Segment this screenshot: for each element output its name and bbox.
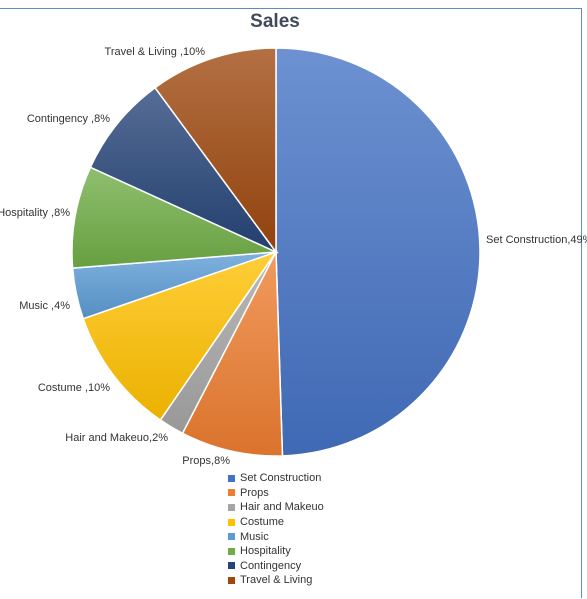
legend-swatch: [228, 562, 235, 570]
legend-label: Hair and Makeuo: [240, 501, 324, 514]
pie-slice-props: [181, 249, 284, 457]
legend-item-contingency: Contingency: [228, 559, 324, 574]
pie-slice-contingency: [89, 86, 279, 254]
legend-label: Travel & Living: [240, 574, 313, 587]
chart-title: Sales: [250, 11, 300, 32]
legend-swatch: [228, 503, 235, 511]
legend-item-props: Props: [228, 486, 324, 501]
pie-slice-hospitality: [71, 166, 279, 269]
legend-item-music: Music: [228, 529, 324, 544]
data-label-hospitality: Hospitality ,8%: [0, 207, 70, 219]
legend-label: Costume: [240, 516, 285, 529]
legend-swatch: [228, 533, 235, 541]
pie-slice-set-construction: [275, 47, 481, 457]
pie-slice-costume: [82, 250, 278, 422]
legend-item-hospitality: Hospitality: [228, 544, 324, 559]
legend-label: Contingency: [240, 559, 302, 572]
legend-label: Music: [240, 530, 269, 543]
data-label-hair-and-makeuo: Hair and Makeuo,2%: [65, 432, 168, 444]
legend-label: Hospitality: [240, 545, 291, 558]
legend-swatch: [228, 474, 235, 482]
chart-legend: Set Construction Props Hair and Makeuo Cost…: [228, 471, 324, 588]
data-label-costume: Costume ,10%: [38, 382, 110, 394]
legend-item-hair-and-makeuo: Hair and Makeuo: [228, 500, 324, 515]
legend-swatch: [228, 576, 235, 584]
legend-item-set-construction: Set Construction: [228, 471, 324, 486]
data-label-travel-living: Travel & Living ,10%: [105, 46, 206, 58]
legend-swatch: [228, 489, 235, 497]
legend-item-travel-living: Travel & Living: [228, 573, 324, 588]
chart-frame: [0, 8, 582, 598]
legend-label: Set Construction: [240, 472, 322, 485]
data-label-music: Music ,4%: [19, 300, 70, 312]
pie-slice-travel-living: [153, 47, 277, 255]
data-label-props: Props,8%: [182, 455, 230, 467]
data-label-set-construction: Set Construction,49%: [486, 234, 587, 246]
data-label-contingency: Contingency ,8%: [27, 113, 110, 125]
legend-swatch: [228, 547, 235, 555]
legend-label: Props: [240, 486, 269, 499]
legend-swatch: [228, 518, 235, 526]
legend-item-costume: Costume: [228, 515, 324, 530]
